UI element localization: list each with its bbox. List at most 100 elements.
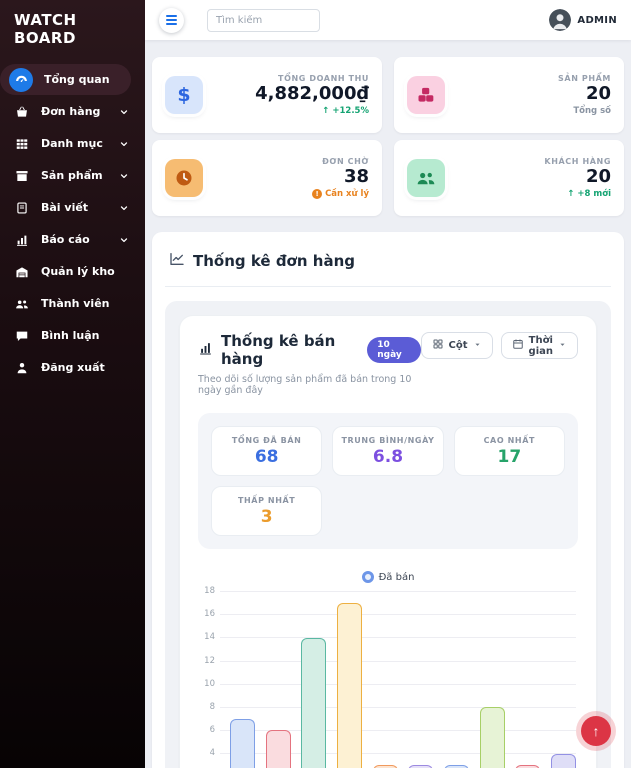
sidebar-item-orders[interactable]: Đơn hàng — [0, 96, 137, 127]
top-header: ADMIN — [145, 0, 631, 40]
y-axis-tick: 10 — [204, 678, 215, 689]
y-axis-tick: 4 — [209, 748, 215, 759]
stat-card-text: SẢN PHẨM 20 Tổng số — [558, 74, 611, 116]
gridline — [220, 637, 576, 639]
sales-card-subtitle: Theo dõi số lượng sản phẩm đã bán trong … — [198, 374, 412, 396]
profile-button[interactable]: ADMIN — [549, 9, 617, 31]
sidebar-item-reports[interactable]: Báo cáo — [0, 224, 137, 255]
sidebar-item-label: Danh mục — [41, 137, 103, 150]
stat-card-subtext: ! Cần xử lý — [312, 188, 369, 199]
basket-icon — [13, 103, 30, 120]
y-axis-tick: 8 — [209, 702, 215, 712]
chart-type-dropdown[interactable]: Cột — [420, 332, 493, 359]
sidebar-item-label: Sản phẩm — [41, 169, 103, 182]
sidebar-item-label: Quản lý kho — [41, 265, 115, 278]
gridline — [220, 707, 576, 708]
scroll-to-top-button[interactable]: ↑ — [581, 716, 611, 746]
orders-panel-header: Thống kê đơn hàng — [165, 232, 611, 286]
gridline — [220, 683, 576, 685]
bar-day-4 — [336, 602, 362, 768]
sales-stat-value: 3 — [260, 506, 273, 527]
sidebar-item-label: Đăng xuất — [41, 361, 105, 374]
users-icon — [13, 295, 30, 312]
sales-stat-box: CAO NHẤT 17 — [453, 426, 565, 476]
stat-card-subtext: ↑ +12.5% — [322, 105, 369, 116]
sales-chart: Đã bán 18 16 14 12 10 8 6 4 — [198, 571, 578, 768]
sales-stat-value: 17 — [497, 446, 522, 467]
warning-icon: ! — [312, 188, 323, 199]
stat-card-text: TỔNG DOANH THU 4,882,000₫ ↑ +12.5% — [255, 74, 369, 116]
chevron-down-icon — [119, 107, 129, 117]
sales-stat-box: TRUNG BÌNH/NGÀY 6.8 — [332, 426, 444, 476]
sidebar-item-comments[interactable]: Bình luận — [0, 320, 137, 351]
chart-icon — [13, 231, 30, 248]
stat-card-text: KHÁCH HÀNG 20 ↑ +8 mới — [544, 157, 611, 199]
sales-stat-label: TỔNG ĐÃ BÁN — [231, 435, 302, 445]
sidebar-item-label: Đơn hàng — [41, 105, 101, 118]
bar-day-2 — [265, 730, 291, 768]
chevron-down-icon — [119, 235, 129, 245]
comment-icon — [13, 327, 30, 344]
stat-card-text: ĐƠN CHỜ 38! Cần xử lý — [312, 157, 369, 199]
bar-day-3 — [301, 637, 327, 768]
hamburger-menu-button[interactable] — [159, 7, 184, 33]
sales-card: Thống kê bán hàng 10 ngày Theo dõi số lư… — [179, 315, 597, 768]
legend-marker-icon — [361, 571, 374, 583]
chart-controls: Cột Thời gian — [420, 332, 578, 359]
chart-type-label: Cột — [448, 340, 468, 351]
chevron-down-icon — [558, 340, 567, 352]
main-content: $ TỔNG DOANH THU 4,882,000₫ ↑ +12.5% SẢN PHẨ… — [145, 40, 631, 768]
sidebar-item-label: Bài viết — [41, 201, 89, 214]
divider — [165, 286, 611, 287]
sidebar-item-logout[interactable]: Đăng xuất — [0, 352, 137, 383]
line-chart-icon — [169, 251, 185, 271]
orders-panel-title: Thống kê đơn hàng — [193, 252, 355, 270]
sidebar-item-products[interactable]: Sản phẩm — [0, 160, 137, 191]
stat-card-value: 4,882,000₫ — [255, 83, 369, 105]
bar-chart-icon — [198, 341, 213, 360]
sidebar-item-posts[interactable]: Bài viết — [0, 192, 137, 223]
sidebar-item-categories[interactable]: Danh mục — [0, 128, 137, 159]
dollar-icon: $ — [165, 76, 203, 114]
sidebar-nav: Tổng quan Đơn hàng Danh mục Sản phẩm Bài viế… — [0, 61, 145, 387]
sales-card-header: Thống kê bán hàng 10 ngày Theo dõi số lư… — [198, 332, 578, 396]
admin-label: ADMIN — [577, 14, 617, 26]
cubes-icon — [407, 76, 445, 114]
stat-card-label: KHÁCH HÀNG — [544, 157, 611, 167]
stat-card-subtext: ↑ +8 mới — [567, 188, 611, 199]
y-axis-tick: 14 — [204, 632, 215, 643]
warehouse-icon — [13, 263, 30, 280]
sales-stat-label: THẤP NHẤT — [237, 495, 296, 505]
sales-stat-label: CAO NHẤT — [483, 435, 536, 445]
stat-card-value: 20 — [585, 166, 611, 188]
sidebar-item-warehouse[interactable]: Quản lý kho — [0, 256, 137, 287]
person-icon — [13, 359, 30, 376]
sidebar-item-members[interactable]: Thành viên — [0, 288, 137, 319]
chevron-down-icon — [473, 340, 482, 352]
orders-statistics-panel: Thống kê đơn hàng Thống kê bán hàng 10 n… — [152, 232, 624, 768]
bars-container — [230, 591, 576, 768]
gridline — [220, 660, 576, 662]
stat-card-label: SẢN PHẨM — [558, 74, 611, 84]
time-range-dropdown[interactable]: Thời gian — [500, 332, 578, 359]
grid-icon — [13, 135, 30, 152]
bar-day-8 — [479, 707, 505, 768]
y-axis-tick: 6 — [209, 725, 215, 736]
stat-card-products: SẢN PHẨM 20 Tổng số — [394, 57, 624, 133]
sales-subpanel: Thống kê bán hàng 10 ngày Theo dõi số lư… — [165, 301, 611, 768]
legend-label: Đã bán — [378, 571, 415, 583]
stat-card-subtext: Tổng số — [573, 105, 611, 116]
sidebar-item-label: Tổng quan — [44, 73, 110, 86]
chevron-down-icon — [119, 139, 129, 149]
stat-card-value: 20 — [585, 83, 611, 105]
time-range-label: Thời gian — [528, 334, 553, 357]
sidebar-item-overview[interactable]: Tổng quan — [0, 64, 131, 95]
sidebar: WATCH BOARD Tổng quan Đơn hàng Danh mục Sản… — [0, 0, 145, 768]
y-axis-tick: 16 — [204, 609, 215, 620]
calendar-icon — [512, 338, 524, 353]
period-badge: 10 ngày — [367, 337, 421, 363]
sales-stat-value: 6.8 — [372, 446, 404, 467]
legend-item-da-ban[interactable]: Đã bán — [361, 571, 415, 583]
search-input[interactable] — [207, 8, 320, 32]
sales-stat-box: THẤP NHẤT 3 — [211, 486, 323, 536]
